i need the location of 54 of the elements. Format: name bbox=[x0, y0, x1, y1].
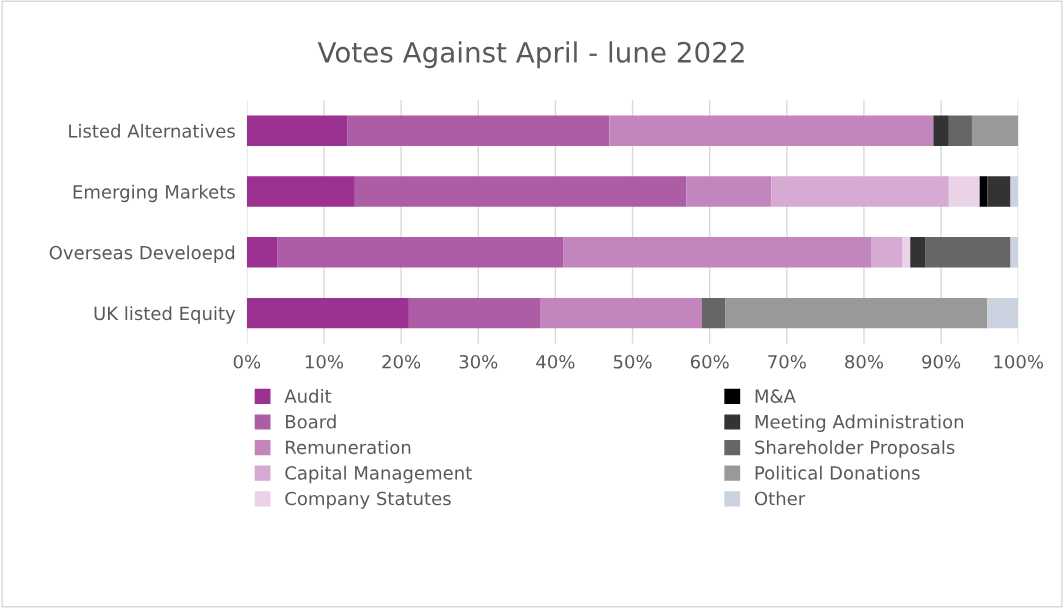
bar bbox=[246, 115, 348, 146]
legend-label: Shareholder Proposals bbox=[755, 440, 955, 458]
bar bbox=[902, 237, 911, 268]
bar bbox=[771, 176, 949, 207]
bar bbox=[277, 237, 564, 268]
x-tick-label: 90% bbox=[922, 354, 961, 369]
bar bbox=[686, 176, 772, 207]
bar bbox=[725, 297, 988, 329]
bar bbox=[948, 176, 980, 207]
legend-label: Board bbox=[286, 414, 336, 429]
y-tick-label: Overseas Develoepd bbox=[49, 245, 235, 263]
bar bbox=[354, 176, 687, 207]
bar bbox=[347, 115, 610, 146]
legend-label: Meeting Administration bbox=[755, 414, 964, 433]
bar bbox=[971, 115, 1019, 146]
bar bbox=[933, 115, 949, 146]
bar bbox=[539, 297, 702, 329]
x-tick-label: 30% bbox=[459, 354, 498, 369]
x-tick-label: 20% bbox=[382, 354, 421, 369]
x-tick-label: 40% bbox=[536, 354, 575, 369]
bar bbox=[925, 237, 1011, 268]
bar bbox=[701, 297, 726, 329]
bar bbox=[987, 297, 1019, 329]
bar bbox=[246, 237, 278, 268]
bar bbox=[948, 115, 972, 146]
bar bbox=[987, 176, 1011, 207]
bar bbox=[1010, 176, 1019, 207]
legend-label: Company Statutes bbox=[285, 491, 451, 509]
x-tick-label: 50% bbox=[613, 354, 652, 369]
legend-label: Political Donations bbox=[755, 465, 920, 480]
bar bbox=[246, 176, 355, 207]
bar bbox=[609, 115, 934, 146]
y-tick-label: UK listed Equity bbox=[94, 306, 236, 324]
bar bbox=[1010, 237, 1019, 268]
legend-label: Remuneration bbox=[286, 440, 411, 455]
x-tick-label: 60% bbox=[690, 354, 729, 369]
y-tick-label: Emerging Markets bbox=[73, 184, 235, 203]
chart-title: Votes Against April - lune 2022 bbox=[317, 41, 744, 69]
x-tick-label: 10% bbox=[305, 354, 344, 369]
x-tick-label: 70% bbox=[768, 354, 806, 369]
x-tick-label: 100% bbox=[994, 354, 1044, 369]
bar bbox=[979, 176, 988, 207]
x-tick-label: 80% bbox=[845, 354, 884, 369]
bar bbox=[408, 297, 540, 329]
bar bbox=[563, 237, 872, 268]
bar bbox=[871, 237, 903, 268]
bar bbox=[910, 237, 926, 268]
legend-label: Capital Management bbox=[285, 465, 472, 484]
legend-label: Other bbox=[754, 491, 806, 506]
legend-label: M&A bbox=[755, 389, 796, 403]
bar bbox=[246, 297, 409, 329]
legend-label: Audit bbox=[284, 388, 332, 403]
y-tick-label: Listed Alternatives bbox=[69, 123, 235, 138]
x-tick-label: 0% bbox=[233, 354, 261, 369]
